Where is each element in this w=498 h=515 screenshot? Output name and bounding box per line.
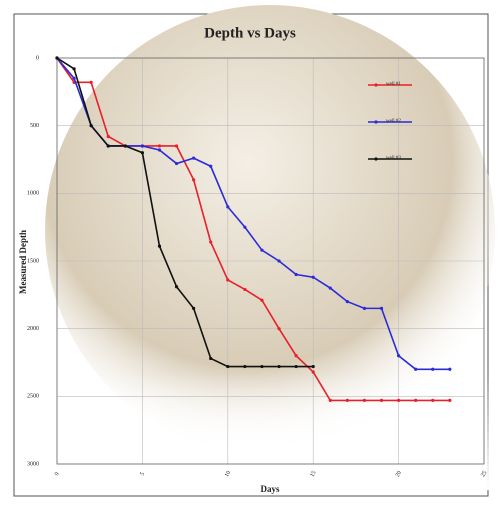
point [363, 399, 366, 402]
point [226, 278, 229, 281]
y-tick-label: 0 [36, 55, 39, 61]
point [380, 307, 383, 310]
legend-marker [374, 157, 377, 160]
point [226, 365, 229, 368]
chart-title: Depth vs Days [204, 25, 296, 41]
y-tick-label: 1500 [27, 258, 39, 264]
point [243, 226, 246, 229]
point [397, 354, 400, 357]
point [192, 307, 195, 310]
point [192, 178, 195, 181]
point [209, 240, 212, 243]
point [346, 300, 349, 303]
x-axis-label: Days [260, 484, 279, 494]
y-tick-label: 1000 [27, 191, 39, 197]
point [363, 307, 366, 310]
point [277, 365, 280, 368]
point [380, 399, 383, 402]
y-tick-label: 2000 [27, 326, 39, 332]
point [329, 399, 332, 402]
point [209, 165, 212, 168]
point [414, 368, 417, 371]
y-tick-label: 3000 [27, 461, 39, 467]
point [90, 124, 93, 127]
legend-label: well #1 [386, 82, 401, 87]
point [192, 157, 195, 160]
point [277, 259, 280, 262]
point [431, 368, 434, 371]
point [448, 399, 451, 402]
point [295, 354, 298, 357]
y-tick-label: 2500 [27, 394, 39, 400]
point [209, 357, 212, 360]
point [277, 327, 280, 330]
point [226, 205, 229, 208]
legend-label: well #2 [386, 119, 401, 124]
legend-label: well #3 [386, 156, 401, 161]
point [141, 151, 144, 154]
point [72, 67, 75, 70]
point [158, 245, 161, 248]
point [107, 144, 110, 147]
point [312, 276, 315, 279]
point [295, 273, 298, 276]
chart: Depth vs Days Days Measured Depth 050010… [0, 0, 498, 510]
point [346, 399, 349, 402]
point [312, 370, 315, 373]
point [329, 286, 332, 289]
point [295, 365, 298, 368]
point [158, 148, 161, 151]
point [107, 135, 110, 138]
point [158, 144, 161, 147]
legend-marker [374, 120, 377, 123]
point [90, 81, 93, 84]
point [175, 285, 178, 288]
point [260, 365, 263, 368]
point [448, 368, 451, 371]
point [414, 399, 417, 402]
point [260, 249, 263, 252]
point [243, 365, 246, 368]
point [141, 144, 144, 147]
point [55, 56, 58, 59]
fade [40, 230, 490, 490]
y-tick-label: 500 [30, 123, 39, 129]
point [124, 144, 127, 147]
point [260, 299, 263, 302]
point [431, 399, 434, 402]
point [243, 288, 246, 291]
point [312, 365, 315, 368]
point [72, 77, 75, 80]
point [175, 144, 178, 147]
legend-marker [374, 83, 377, 86]
point [175, 162, 178, 165]
point [397, 399, 400, 402]
